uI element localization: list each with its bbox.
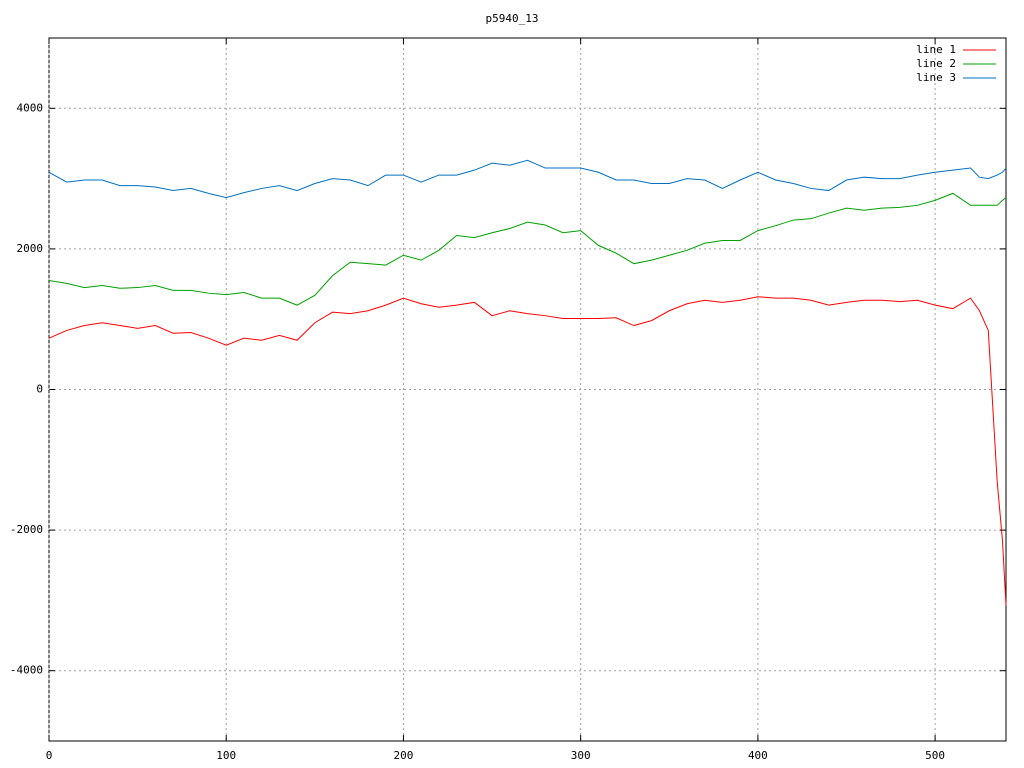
y-tick-label: 0 bbox=[36, 383, 43, 396]
line-series bbox=[48, 296, 1007, 606]
x-tick-label: 300 bbox=[571, 749, 591, 762]
y-tick-label: -4000 bbox=[10, 664, 43, 677]
x-tick-label: 500 bbox=[925, 749, 945, 762]
chart-title: p5940_13 bbox=[486, 12, 539, 25]
x-tick-label: 200 bbox=[394, 749, 414, 762]
legend-label: line 1 bbox=[916, 43, 956, 56]
x-tick-label: 400 bbox=[748, 749, 768, 762]
x-tick-label: 100 bbox=[216, 749, 236, 762]
y-tick-label: 2000 bbox=[17, 242, 44, 255]
y-tick-label: 4000 bbox=[17, 101, 44, 114]
x-tick-label: 0 bbox=[46, 749, 53, 762]
plot-frame bbox=[48, 37, 1007, 742]
line-series bbox=[48, 159, 1007, 199]
legend-label: line 2 bbox=[916, 57, 956, 70]
line-series bbox=[48, 192, 1007, 306]
y-tick-label: -2000 bbox=[10, 523, 43, 536]
legend-label: line 3 bbox=[916, 71, 956, 84]
